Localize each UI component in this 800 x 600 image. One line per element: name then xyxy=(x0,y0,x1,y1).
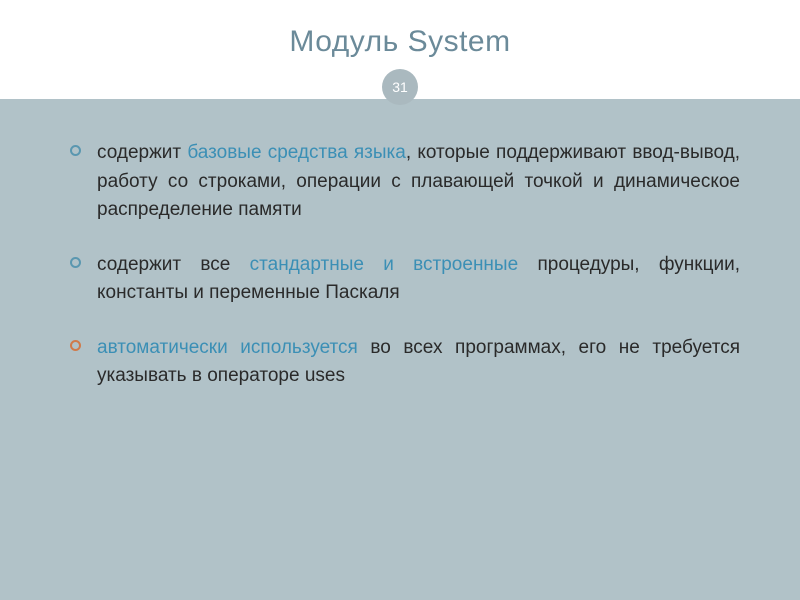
slide-title: Модуль System xyxy=(20,25,780,59)
body-text: содержит xyxy=(97,142,187,163)
page-number-badge: 31 xyxy=(382,69,418,105)
bullet-ring-icon xyxy=(70,257,81,268)
bullet-ring-icon xyxy=(70,145,81,156)
slide-content: содержит базовые средства языка, которые… xyxy=(0,99,800,600)
body-text: содержит все xyxy=(97,254,250,275)
bullet-text: содержит все стандартные и встроенные пр… xyxy=(97,251,740,308)
bullet-item: содержит все стандартные и встроенные пр… xyxy=(70,251,740,308)
slide-container: Модуль System 31 содержит базовые средст… xyxy=(0,0,800,600)
bullet-item: содержит базовые средства языка, которые… xyxy=(70,139,740,225)
bullet-text: автоматически используется во всех прогр… xyxy=(97,334,740,391)
bullet-item: автоматически используется во всех прогр… xyxy=(70,334,740,391)
highlight-text: автоматически используется xyxy=(97,337,358,358)
bullet-ring-icon xyxy=(70,340,81,351)
bullet-text: содержит базовые средства языка, которые… xyxy=(97,139,740,225)
highlight-text: базовые средства языка xyxy=(187,142,406,163)
slide-header: Модуль System 31 xyxy=(0,0,800,99)
highlight-text: стандартные и встроенные xyxy=(250,254,518,275)
